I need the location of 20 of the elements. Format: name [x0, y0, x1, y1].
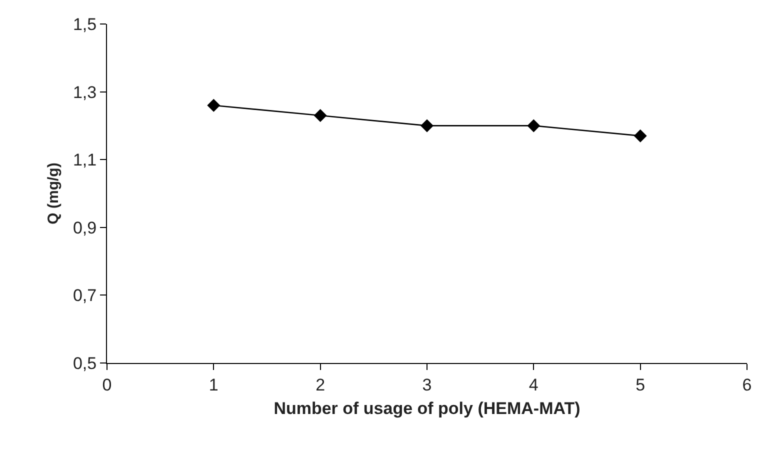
y-tick-label: 0,7 — [72, 286, 97, 306]
y-tick-label: 0,5 — [72, 354, 97, 373]
point — [420, 119, 434, 132]
x-tick-label: 1 — [208, 375, 218, 394]
y-tick-label: 0,9 — [72, 218, 97, 238]
y-tick-label: 1,3 — [72, 82, 97, 102]
point — [314, 109, 327, 122]
x-axis-title: Number of usage of poly (HEMA-MAT) — [274, 398, 580, 418]
x-tick-label: 3 — [422, 375, 432, 394]
y-tick-label: 1,1 — [72, 150, 97, 170]
x-tick-label: 4 — [528, 375, 538, 394]
point — [634, 129, 647, 142]
y-axis-title: Q (mg/g) — [45, 162, 62, 224]
x-tick-label: 5 — [636, 375, 646, 394]
y-tick-label: 1,5 — [72, 14, 97, 34]
point — [527, 119, 540, 132]
point — [207, 98, 220, 112]
x-tick-label: 0 — [102, 375, 112, 394]
x-tick-label: 6 — [742, 375, 752, 394]
x-tick-label: 2 — [316, 375, 326, 394]
